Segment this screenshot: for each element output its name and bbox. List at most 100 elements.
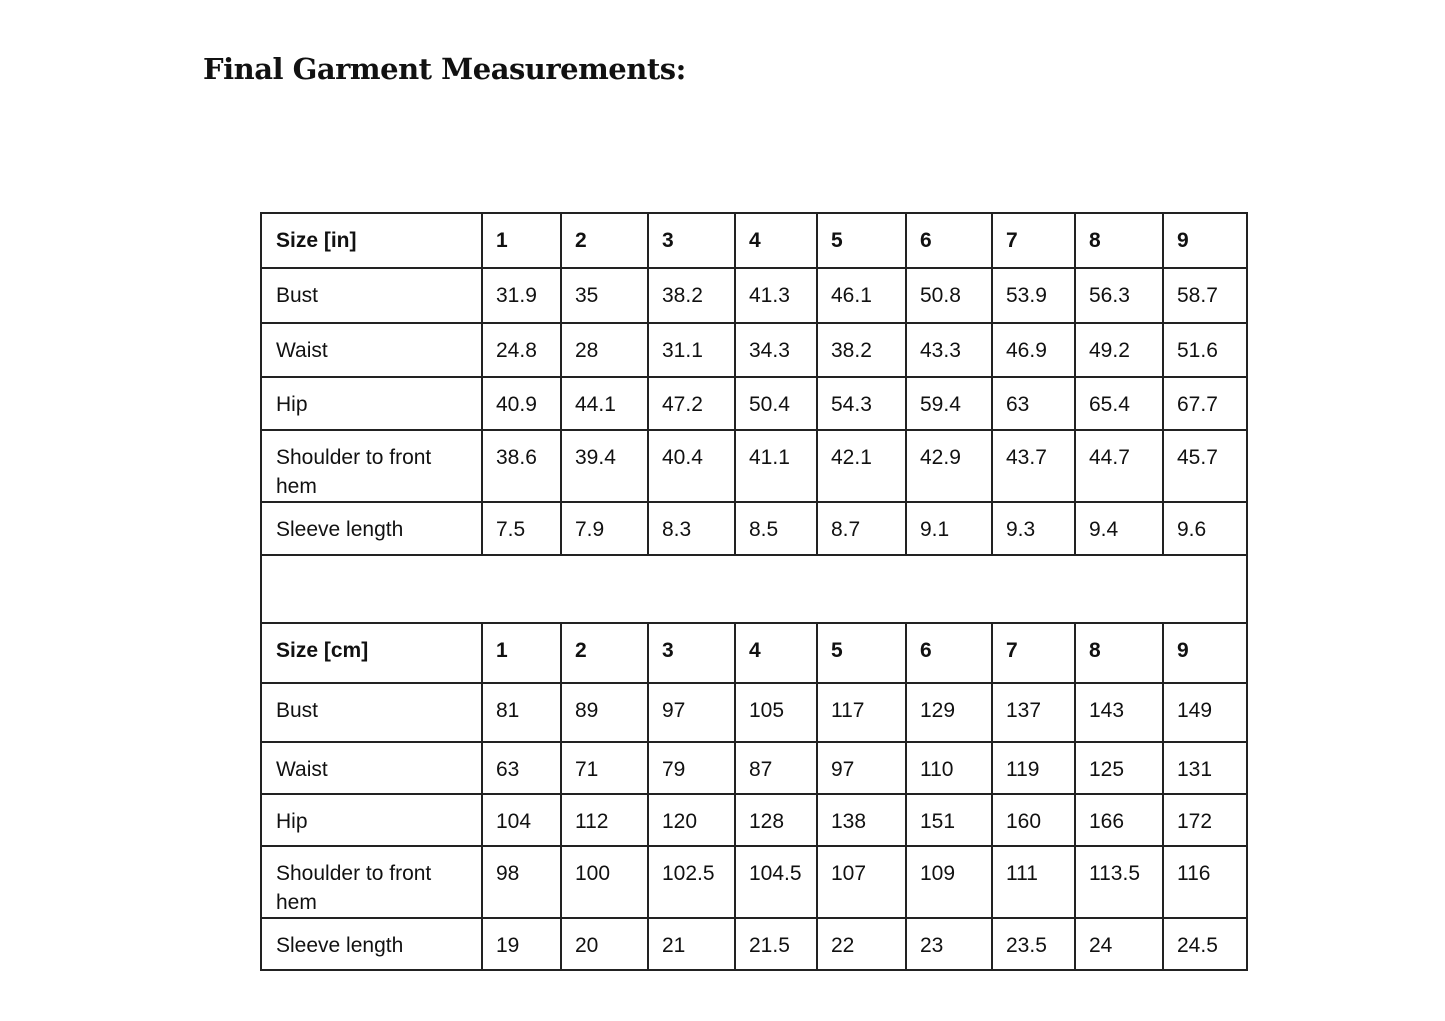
measurement-value: 63: [991, 376, 1076, 431]
measurement-value: 128: [734, 793, 818, 847]
measurement-value: 100: [560, 845, 649, 919]
size-header-cell: 5: [816, 622, 907, 684]
size-header-cell: 9: [1162, 212, 1248, 269]
measurement-value: 31.1: [647, 322, 736, 378]
measurements-table: Size [in] 1 2 3 4 5 6 7 8 9 Bust 31.9 35 38.2 41.3 46.1…: [260, 212, 1248, 971]
size-header-cell: 2: [560, 212, 649, 269]
measurement-value: 42.9: [905, 429, 993, 503]
measurement-value: 21: [647, 917, 736, 971]
measurement-value: 9.1: [905, 501, 993, 556]
size-header-cell: 6: [905, 622, 993, 684]
measurement-value: 44.7: [1074, 429, 1164, 503]
size-unit-header: Size [in]: [260, 212, 483, 269]
measurement-value: 22: [816, 917, 907, 971]
measurement-value: 23: [905, 917, 993, 971]
table-row: Waist 24.8 28 31.1 34.3 38.2 43.3 46.9 49.2 51.6: [260, 322, 1248, 378]
size-header-cell: 7: [991, 622, 1076, 684]
measurement-value: 105: [734, 682, 818, 743]
measurement-value: 125: [1074, 741, 1164, 795]
measurement-label: Sleeve length: [260, 501, 483, 556]
measurement-value: 172: [1162, 793, 1248, 847]
measurement-value: 40.9: [481, 376, 562, 431]
measurement-value: 7.5: [481, 501, 562, 556]
measurement-value: 113.5: [1074, 845, 1164, 919]
size-header-cell: 4: [734, 622, 818, 684]
measurement-value: 43.3: [905, 322, 993, 378]
measurement-value: 38.6: [481, 429, 562, 503]
size-header-cell: 5: [816, 212, 907, 269]
measurement-value: 111: [991, 845, 1076, 919]
measurement-value: 35: [560, 267, 649, 324]
table-header-row: Size [cm] 1 2 3 4 5 6 7 8 9: [260, 622, 1248, 684]
measurement-value: 7.9: [560, 501, 649, 556]
size-header-cell: 8: [1074, 212, 1164, 269]
page-title: Final Garment Measurements:: [203, 52, 686, 86]
measurement-value: 98: [481, 845, 562, 919]
measurement-value: 24: [1074, 917, 1164, 971]
measurement-value: 54.3: [816, 376, 907, 431]
table-row: Bust 31.9 35 38.2 41.3 46.1 50.8 53.9 56.3 58.7: [260, 267, 1248, 324]
measurement-value: 50.8: [905, 267, 993, 324]
measurement-value: 79: [647, 741, 736, 795]
measurement-value: 160: [991, 793, 1076, 847]
measurement-value: 58.7: [1162, 267, 1248, 324]
measurement-value: 112: [560, 793, 649, 847]
measurement-value: 42.1: [816, 429, 907, 503]
measurement-value: 9.3: [991, 501, 1076, 556]
measurement-value: 31.9: [481, 267, 562, 324]
measurement-value: 120: [647, 793, 736, 847]
measurement-value: 21.5: [734, 917, 818, 971]
empty-cell: [260, 554, 1248, 624]
measurement-label: Shoulder to front hem: [260, 845, 483, 919]
measurement-label: Hip: [260, 376, 483, 431]
table-header-row: Size [in] 1 2 3 4 5 6 7 8 9: [260, 212, 1248, 269]
measurement-value: 65.4: [1074, 376, 1164, 431]
measurement-value: 41.1: [734, 429, 818, 503]
measurement-value: 71: [560, 741, 649, 795]
measurement-label: Bust: [260, 267, 483, 324]
measurement-value: 151: [905, 793, 993, 847]
measurement-value: 63: [481, 741, 562, 795]
size-unit-header: Size [cm]: [260, 622, 483, 684]
measurement-value: 116: [1162, 845, 1248, 919]
measurement-value: 131: [1162, 741, 1248, 795]
measurement-value: 109: [905, 845, 993, 919]
measurement-value: 97: [816, 741, 907, 795]
table-row: Sleeve length 7.5 7.9 8.3 8.5 8.7 9.1 9.3 9.4 9.6: [260, 501, 1248, 556]
measurement-value: 8.5: [734, 501, 818, 556]
measurement-value: 38.2: [816, 322, 907, 378]
measurement-value: 47.2: [647, 376, 736, 431]
measurement-label: Shoulder to front hem: [260, 429, 483, 503]
measurement-value: 40.4: [647, 429, 736, 503]
table-row: Hip 104 112 120 128 138 151 160 166 172: [260, 793, 1248, 847]
measurement-value: 38.2: [647, 267, 736, 324]
measurement-value: 24.5: [1162, 917, 1248, 971]
measurement-value: 50.4: [734, 376, 818, 431]
size-header-cell: 1: [481, 212, 562, 269]
measurement-value: 110: [905, 741, 993, 795]
measurement-value: 129: [905, 682, 993, 743]
measurement-label: Hip: [260, 793, 483, 847]
measurement-value: 102.5: [647, 845, 736, 919]
measurement-value: 46.1: [816, 267, 907, 324]
size-header-cell: 7: [991, 212, 1076, 269]
measurement-value: 67.7: [1162, 376, 1248, 431]
measurement-value: 143: [1074, 682, 1164, 743]
measurement-value: 59.4: [905, 376, 993, 431]
measurement-value: 39.4: [560, 429, 649, 503]
table-row: Shoulder to front hem 38.6 39.4 40.4 41.1 42.…: [260, 429, 1248, 503]
size-header-cell: 3: [647, 622, 736, 684]
measurement-value: 51.6: [1162, 322, 1248, 378]
measurement-label: Sleeve length: [260, 917, 483, 971]
measurement-value: 107: [816, 845, 907, 919]
measurement-value: 104.5: [734, 845, 818, 919]
measurement-value: 19: [481, 917, 562, 971]
measurement-value: 119: [991, 741, 1076, 795]
measurement-value: 44.1: [560, 376, 649, 431]
measurement-value: 117: [816, 682, 907, 743]
measurement-value: 137: [991, 682, 1076, 743]
measurement-value: 9.6: [1162, 501, 1248, 556]
measurement-value: 43.7: [991, 429, 1076, 503]
table-spacer-row: [260, 554, 1248, 624]
measurement-value: 34.3: [734, 322, 818, 378]
